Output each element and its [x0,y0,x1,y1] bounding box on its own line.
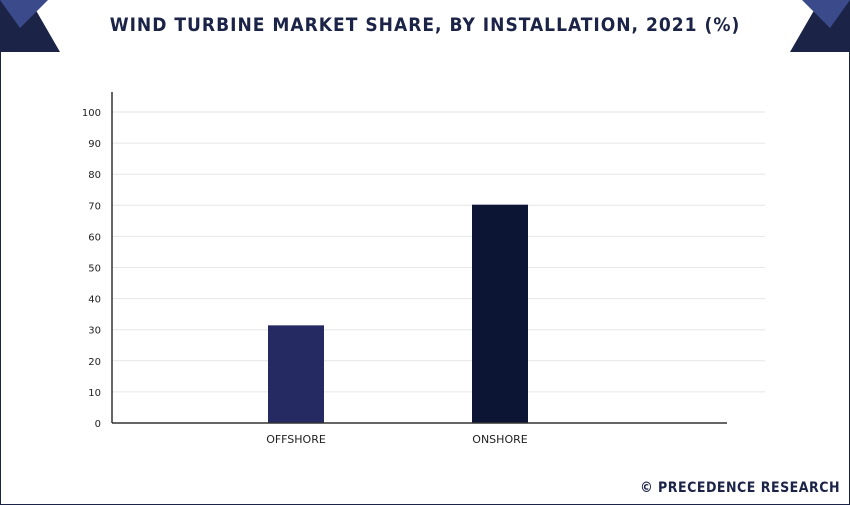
y-tick-label: 10 [88,388,101,399]
x-category-label: ONSHORE [472,433,527,446]
bar-chart: 0 10 20 30 40 50 60 70 80 90 100 OFFSHORE ONSHORE [82,92,765,446]
x-axis-labels: OFFSHORE ONSHORE [266,433,528,446]
grid-lines [112,111,765,393]
y-tick-label: 70 [88,201,101,212]
y-tick-label: 0 [95,419,101,430]
header-tab-shape [30,0,820,52]
y-axis-ticks: 0 10 20 30 40 50 60 70 80 90 100 [82,108,101,430]
bar-offshore [268,325,324,423]
bars [268,204,528,423]
y-tick-label: 30 [88,326,101,337]
y-tick-label: 20 [88,357,101,368]
x-category-label: OFFSHORE [266,433,326,446]
y-tick-label: 50 [88,264,101,275]
y-tick-label: 80 [88,170,101,181]
y-tick-label: 90 [88,139,101,150]
header-corner-left [0,0,48,28]
header-tab [0,0,850,52]
chart-title: WIND TURBINE MARKET SHARE, BY INSTALLATI… [109,14,741,36]
footer-credit: © PRECEDENCE RESEARCH [640,480,840,496]
y-tick-label: 60 [88,232,101,243]
y-tick-label: 100 [82,108,101,119]
bar-onshore [472,204,528,423]
y-tick-label: 40 [88,295,101,306]
header-corner-right [802,0,850,28]
